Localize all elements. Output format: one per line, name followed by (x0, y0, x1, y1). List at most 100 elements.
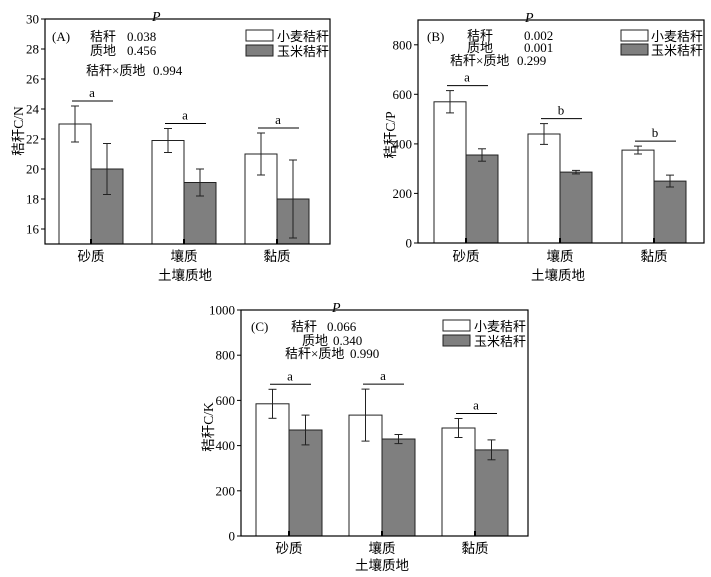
stats-p-value-a-texture: 0.456 (127, 43, 157, 58)
x-axis-title-c: 土壤质地 (355, 557, 409, 573)
significance-letter-a-sandy: a (89, 85, 95, 100)
error-bar-a-maize-straw-loamy (196, 168, 204, 197)
y-tick-label-c-4: 800 (216, 348, 236, 363)
y-tick-label-a-2: 20 (26, 162, 39, 177)
y-tick-label-a-0: 16 (26, 222, 40, 237)
stats-header-c: P (331, 301, 341, 316)
y-tick-label-a-4: 24 (26, 102, 40, 117)
y-tick-label-c-5: 1000 (209, 303, 235, 318)
legend-swatch-a-wheat-straw (245, 29, 274, 42)
bar-b-maize-straw-sandy (465, 154, 499, 244)
bar-a-wheat-straw-loamy (151, 140, 185, 245)
stats-label-a-texture: 质地 (90, 43, 116, 58)
significance-letter-a-clayey: a (275, 112, 281, 127)
x-axis-title-b: 土壤质地 (531, 267, 585, 283)
y-tick-label-b-4: 800 (393, 37, 413, 52)
stats-block-b: P 秸秆 0.002 质地 0.001 秸秆×质地 0.299 (450, 11, 553, 68)
bar-b-wheat-straw-loamy (527, 133, 561, 244)
y-tick-label-a-6: 28 (26, 42, 39, 57)
stats-label-b-straw: 秸秆 (467, 28, 493, 43)
y-tick-label-a-5: 26 (26, 72, 40, 87)
error-bar-b-wheat-straw-loamy (540, 123, 548, 145)
y-axis-title-c: 秸秆C/K (201, 402, 216, 452)
error-bar-c-wheat-straw-clayey (454, 418, 463, 438)
category-label-a-loamy: 壤质 (171, 248, 198, 264)
bar-c-wheat-straw-clayey (441, 427, 476, 537)
significance-letter-c-sandy: a (287, 368, 293, 383)
y-tick-label-a-7: 30 (26, 12, 39, 27)
stats-header-a: P (151, 10, 161, 25)
legend-label-b-wheat-straw: 小麦秸秆 (651, 29, 703, 44)
chart-panel-b: 0 200 400 600 800 砂质 壤质 黏质 a b b 秸秆C/P 土壤质地 (B) P 秸秆 0.0… (383, 11, 705, 283)
category-label-b-loamy: 壤质 (547, 248, 574, 264)
bar-b-maize-straw-loamy (559, 171, 593, 244)
stats-label-a-straw: 秸秆 (90, 29, 116, 44)
chart-panel-a: 16 18 20 22 24 26 28 30 砂质 壤质 黏质 a a a 秸秆C/N 土壤质地 (A) P 秸秆… (11, 10, 331, 283)
category-label-a-sandy: 砂质 (78, 249, 105, 264)
stats-label-b-interaction: 秸秆×质地 (450, 53, 509, 68)
y-tick-label-c-0: 0 (229, 529, 236, 544)
stats-label-c-straw: 秸秆 (291, 319, 317, 334)
legend-label-a-maize-straw: 玉米秸秆 (277, 44, 329, 59)
bar-a-maize-straw-loamy (183, 182, 217, 245)
bar-b-wheat-straw-sandy (433, 101, 467, 244)
error-bar-a-wheat-straw-sandy (71, 105, 79, 143)
category-label-c-clayey: 黏质 (462, 541, 489, 556)
stats-p-value-c-straw: 0.066 (327, 319, 357, 334)
error-bar-a-maize-straw-clayey (289, 159, 297, 239)
stats-block-a: P 秸秆 0.038 质地 0.456 秸秆×质地 0.994 (86, 10, 183, 78)
stats-label-a-interaction: 秸秆×质地 (86, 63, 145, 78)
error-bar-a-wheat-straw-clayey (257, 132, 265, 176)
error-bar-b-wheat-straw-sandy (446, 90, 454, 114)
y-tick-label-c-2: 400 (216, 438, 236, 453)
error-bar-c-maize-straw-sandy (301, 414, 310, 446)
significance-letter-c-clayey: a (473, 398, 479, 413)
y-tick-label-c-3: 600 (216, 393, 236, 408)
stats-p-value-c-texture: 0.340 (333, 333, 362, 348)
stats-label-b-texture: 质地 (467, 40, 493, 55)
y-tick-label-b-1: 200 (393, 186, 413, 201)
significance-letter-b-clayey: b (652, 125, 659, 140)
legend-swatch-c-maize-straw (442, 334, 471, 347)
bar-c-wheat-straw-sandy (255, 403, 290, 537)
legend-label-c-wheat-straw: 小麦秸秆 (474, 319, 526, 334)
x-axis-title-a: 土壤质地 (158, 267, 212, 283)
significance-letter-b-sandy: a (464, 70, 470, 85)
error-bar-b-wheat-straw-clayey (634, 145, 642, 155)
panel-label-c: (C) (251, 319, 268, 334)
error-bar-a-maize-straw-sandy (103, 143, 111, 195)
category-label-a-clayey: 黏质 (264, 249, 291, 264)
error-bar-c-maize-straw-loamy (394, 434, 403, 445)
legend-swatch-b-maize-straw (620, 43, 649, 56)
bar-b-maize-straw-clayey (653, 180, 687, 244)
significance-letter-c-loamy: a (380, 368, 386, 383)
plot-frame-a (44, 18, 331, 245)
legend-swatch-c-wheat-straw (442, 319, 471, 332)
y-tick-label-b-2: 400 (393, 136, 413, 151)
bar-b-wheat-straw-clayey (621, 149, 655, 244)
error-bar-c-wheat-straw-loamy (361, 388, 370, 442)
y-tick-label-a-3: 22 (26, 132, 39, 147)
error-bar-b-maize-straw-loamy (572, 169, 580, 175)
stats-label-c-interaction: 秸秆×质地 (285, 346, 344, 361)
legend-label-a-wheat-straw: 小麦秸秆 (277, 29, 329, 44)
y-tick-label-a-1: 18 (26, 192, 39, 207)
error-bar-b-maize-straw-sandy (478, 148, 486, 162)
stats-p-value-b-texture: 0.001 (524, 40, 553, 55)
bar-a-wheat-straw-sandy (58, 123, 92, 245)
stats-p-value-b-interaction: 0.299 (517, 53, 546, 68)
legend-swatch-a-maize-straw (245, 44, 274, 57)
category-label-b-clayey: 黏质 (641, 249, 668, 264)
bar-c-maize-straw-sandy (288, 429, 323, 537)
stats-p-value-a-interaction: 0.994 (153, 63, 183, 78)
legend-label-b-maize-straw: 玉米秸秆 (651, 43, 703, 58)
error-bar-a-wheat-straw-loamy (164, 128, 172, 153)
error-bar-c-maize-straw-clayey (487, 439, 496, 461)
significance-letter-b-loamy: b (558, 103, 565, 118)
